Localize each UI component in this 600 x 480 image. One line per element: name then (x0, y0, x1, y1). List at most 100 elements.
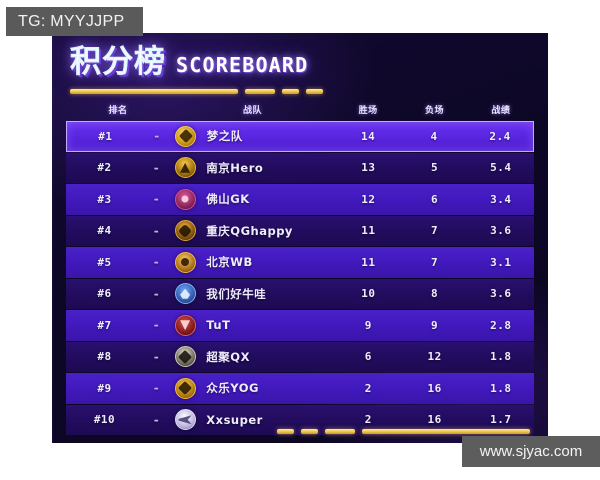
accent-bar-tiny (277, 429, 294, 434)
row-record-value: 3.6 (490, 287, 512, 301)
accent-bar-tiny (306, 89, 323, 94)
row-rank: #6 (97, 287, 112, 301)
table-row[interactable]: #7 - TuT 9 9 2.8 (66, 310, 534, 341)
row-separator-dash: - (152, 255, 161, 270)
row-separator-dash: - (152, 349, 161, 364)
scoreboard-panel: 积分榜 SCOREBOARD 排名 战队 胜场 负场 战绩 #1 - 梦之队 14 4 2… (52, 33, 548, 443)
row-team-name: TuT (206, 318, 231, 333)
gold-accent-bars-top (70, 89, 323, 94)
row-record-value: 2.4 (489, 129, 511, 143)
table-row[interactable]: #5 - 北京WB 11 7 3.1 (66, 247, 534, 278)
telegram-watermark: TG: MYYJJPP (6, 7, 143, 36)
team-logo-foshan-gk-icon (174, 188, 196, 210)
column-header-team: 战队 (242, 105, 262, 116)
table-row[interactable]: #1 - 梦之队 14 4 2.4 (66, 121, 534, 152)
team-logo-cell (170, 377, 200, 399)
scoreboard-header: 积分榜 SCOREBOARD (70, 44, 309, 80)
row-wins-value: 13 (361, 161, 376, 175)
table-row[interactable]: #4 - 重庆QGhappy 11 7 3.6 (66, 215, 534, 246)
team-logo-yog-icon (174, 377, 196, 399)
row-team-name: Xxsuper (206, 412, 263, 427)
team-logo-cell (170, 346, 200, 368)
row-wins-value: 2 (364, 381, 372, 395)
row-record-value: 2.8 (490, 318, 512, 332)
row-separator-dash: - (152, 318, 161, 333)
standings-table: #1 - 梦之队 14 4 2.4 #2 - 南京Hero 13 5 5.4 #3 - 佛山GK 12 6 3.4… (66, 121, 534, 435)
row-rank: #2 (97, 161, 112, 175)
accent-bar-small (301, 429, 318, 434)
team-logo-cell (170, 283, 200, 305)
row-losses-value: 7 (431, 255, 439, 269)
team-logo-nanjing-hero-icon (174, 157, 196, 179)
row-losses-value: 7 (431, 224, 439, 238)
column-header-rank: 排名 (108, 105, 128, 116)
row-separator-dash: - (152, 192, 161, 207)
accent-bar-mid (325, 429, 355, 434)
team-logo-cell (170, 251, 200, 273)
team-logo-cell (170, 220, 200, 242)
row-team-name: 众乐YOG (206, 381, 259, 396)
accent-bar-long (362, 429, 530, 434)
accent-bar-mid (245, 89, 275, 94)
column-header-record: 战绩 (491, 105, 511, 116)
row-separator-dash: - (152, 286, 161, 301)
table-row[interactable]: #2 - 南京Hero 13 5 5.4 (66, 152, 534, 183)
row-wins-value: 11 (361, 255, 376, 269)
accent-bar-long (70, 89, 238, 94)
row-team-name: 南京Hero (206, 160, 264, 175)
row-losses-value: 16 (427, 413, 442, 427)
row-team-name: 超聚QX (206, 349, 250, 364)
table-row[interactable]: #10 - Xxsuper 2 16 1.7 (66, 404, 534, 435)
column-header-wins: 胜场 (358, 105, 378, 116)
team-logo-niuwa-icon (174, 283, 196, 305)
row-record-value: 3.6 (490, 224, 512, 238)
row-record-value: 3.4 (490, 192, 512, 206)
row-rank: #3 (97, 192, 112, 206)
row-wins-value: 11 (361, 224, 376, 238)
row-rank: #10 (93, 413, 116, 427)
row-rank: #8 (97, 350, 112, 364)
row-losses-value: 6 (431, 192, 439, 206)
team-logo-cell (170, 157, 200, 179)
team-logo-beijing-wb-icon (174, 251, 196, 273)
accent-bar-small (282, 89, 299, 94)
row-wins-value: 2 (364, 413, 372, 427)
team-logo-qghappy-icon (174, 220, 196, 242)
row-losses-value: 8 (431, 287, 439, 301)
gold-accent-bars-bottom (277, 429, 530, 434)
team-logo-cell (170, 188, 200, 210)
table-row[interactable]: #8 - 超聚QX 6 12 1.8 (66, 341, 534, 372)
row-team-name: 重庆QGhappy (206, 223, 293, 238)
row-rank: #7 (97, 318, 112, 332)
row-losses-value: 9 (431, 318, 439, 332)
row-record-value: 3.1 (490, 255, 512, 269)
row-wins-value: 9 (364, 318, 372, 332)
row-separator-dash: - (152, 381, 161, 396)
table-column-headers: 排名 战队 胜场 负场 战绩 (66, 99, 534, 119)
row-losses-value: 16 (427, 381, 442, 395)
site-watermark: www.sjyac.com (462, 436, 600, 467)
row-separator-dash: - (152, 160, 161, 175)
team-logo-mengzhidui-icon (175, 125, 197, 147)
page-title-english: SCOREBOARD (176, 53, 309, 77)
page-title-chinese: 积分榜 (70, 44, 166, 80)
row-record-value: 1.8 (490, 350, 512, 364)
row-team-name: 北京WB (206, 255, 253, 270)
row-rank: #1 (98, 129, 113, 143)
row-wins-value: 6 (364, 350, 372, 364)
table-row[interactable]: #6 - 我们好牛哇 10 8 3.6 (66, 278, 534, 309)
team-logo-cell (170, 125, 200, 147)
row-rank: #4 (97, 224, 112, 238)
row-losses-value: 4 (430, 129, 438, 143)
row-separator-dash: - (152, 412, 161, 427)
table-row[interactable]: #9 - 众乐YOG 2 16 1.8 (66, 373, 534, 404)
row-team-name: 梦之队 (206, 129, 243, 144)
row-record-value: 1.8 (490, 381, 512, 395)
column-header-losses: 负场 (424, 105, 444, 116)
row-losses-value: 12 (427, 350, 442, 364)
row-losses-value: 5 (431, 161, 439, 175)
table-row[interactable]: #3 - 佛山GK 12 6 3.4 (66, 184, 534, 215)
row-record-value: 1.7 (490, 413, 512, 427)
row-separator-dash: - (152, 223, 161, 238)
row-separator-dash: - (153, 129, 161, 144)
